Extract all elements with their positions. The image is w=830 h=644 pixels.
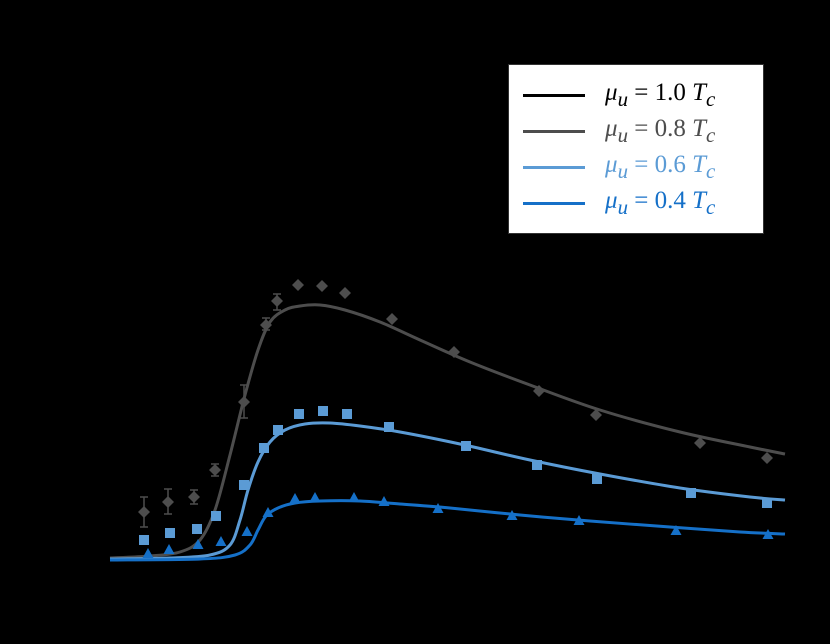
- data-point-triangle: [309, 492, 321, 502]
- fit-curve: [109, 303, 786, 560]
- fit-curve: [109, 499, 786, 562]
- data-point-triangle: [289, 493, 301, 503]
- series-1: [109, 279, 786, 560]
- data-point-square: [592, 474, 602, 484]
- data-point-diamond: [162, 496, 174, 508]
- legend-label: μu = 0.8 Tc: [605, 114, 716, 147]
- data-point-diamond: [238, 396, 250, 408]
- series-2: [109, 406, 786, 561]
- data-point-square: [259, 443, 269, 453]
- data-point-diamond: [271, 295, 283, 307]
- data-point-square: [461, 441, 471, 451]
- data-point-square: [211, 511, 221, 521]
- data-point-diamond: [316, 280, 328, 292]
- chart-legend: μu = 1.0 Tc μu = 0.8 Tc μu = 0.6 Tc μu =…: [508, 64, 764, 234]
- data-point-triangle: [142, 548, 154, 558]
- data-point-diamond: [292, 279, 304, 291]
- data-point-diamond: [209, 464, 221, 476]
- data-point-square: [294, 409, 304, 419]
- data-point-square: [273, 425, 283, 435]
- data-point-triangle: [241, 526, 253, 536]
- legend-item-mu-0-6: μu = 0.6 Tc: [523, 149, 715, 185]
- data-point-triangle: [378, 496, 390, 506]
- data-point-square: [192, 524, 202, 534]
- legend-label: μu = 0.6 Tc: [605, 150, 716, 183]
- data-point-triangle: [670, 525, 682, 535]
- data-point-triangle: [762, 529, 774, 539]
- data-point-square: [532, 460, 542, 470]
- legend-item-mu-1-0: μu = 1.0 Tc: [523, 77, 715, 113]
- data-point-diamond: [339, 287, 351, 299]
- data-point-diamond: [590, 409, 602, 421]
- data-point-diamond: [260, 319, 272, 331]
- series-3: [109, 492, 786, 562]
- legend-line-icon: [523, 93, 585, 97]
- data-point-triangle: [262, 507, 274, 517]
- data-point-square: [239, 480, 249, 490]
- legend-line-icon: [523, 201, 585, 205]
- legend-item-mu-0-4: μu = 0.4 Tc: [523, 185, 715, 221]
- data-point-square: [762, 498, 772, 508]
- data-point-diamond: [761, 452, 773, 464]
- data-point-triangle: [573, 515, 585, 525]
- data-point-triangle: [432, 503, 444, 513]
- legend-label: μu = 0.4 Tc: [605, 186, 716, 219]
- data-point-square: [686, 488, 696, 498]
- legend-item-mu-0-8: μu = 0.8 Tc: [523, 113, 715, 149]
- data-point-diamond: [138, 506, 150, 518]
- legend-line-icon: [523, 165, 585, 169]
- data-point-square: [384, 422, 394, 432]
- legend-line-icon: [523, 129, 585, 133]
- data-point-triangle: [506, 510, 518, 520]
- data-point-square: [139, 535, 149, 545]
- data-point-diamond: [694, 437, 706, 449]
- data-point-triangle: [348, 492, 360, 502]
- data-point-triangle: [163, 544, 175, 554]
- data-point-diamond: [188, 491, 200, 503]
- data-point-square: [318, 406, 328, 416]
- data-point-diamond: [448, 346, 460, 358]
- data-point-diamond: [386, 313, 398, 325]
- data-point-diamond: [533, 385, 545, 397]
- data-point-triangle: [215, 536, 227, 546]
- fit-curve: [109, 421, 786, 561]
- data-point-square: [165, 528, 175, 538]
- data-point-square: [342, 409, 352, 419]
- data-point-triangle: [192, 539, 204, 549]
- series-layer: [109, 279, 786, 562]
- legend-label: μu = 1.0 Tc: [605, 78, 716, 111]
